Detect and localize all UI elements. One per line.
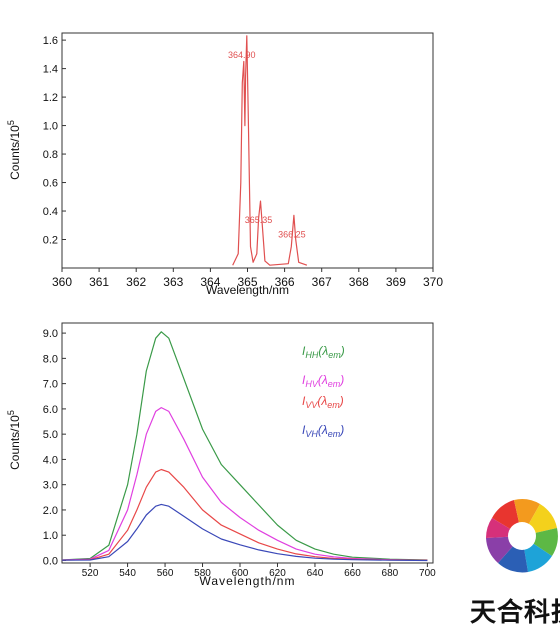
legend-entry: IVV(λem) bbox=[302, 394, 344, 410]
x-tick-label: 540 bbox=[119, 568, 136, 579]
y-tick-label: 0.8 bbox=[43, 149, 58, 161]
y-tick-label: 7.0 bbox=[43, 379, 58, 391]
legend-entry: IVH(λem) bbox=[302, 423, 344, 439]
plot-frame bbox=[61, 322, 434, 564]
series-line bbox=[61, 503, 428, 562]
x-tick-label: 362 bbox=[126, 275, 146, 289]
x-tick-label: 363 bbox=[163, 275, 183, 289]
x-tick-label: 364 bbox=[200, 275, 220, 289]
y-tick-label: 1.4 bbox=[43, 64, 58, 76]
y-tick-label: 1.6 bbox=[43, 35, 58, 47]
x-tick-label: 680 bbox=[382, 568, 399, 579]
y-axis-label: Counts/105 bbox=[6, 120, 22, 180]
y-tick-label: 1.0 bbox=[43, 121, 58, 133]
x-tick-label: 369 bbox=[386, 275, 406, 289]
y-tick-label: 0.6 bbox=[43, 178, 58, 190]
x-tick-label: 640 bbox=[307, 568, 324, 579]
x-tick-label: 367 bbox=[312, 275, 332, 289]
x-tick-label: 360 bbox=[52, 275, 72, 289]
x-axis-label: Wavelength/nm bbox=[200, 574, 296, 588]
y-tick-label: 2.0 bbox=[43, 505, 58, 517]
y-tick-label: 9.0 bbox=[43, 328, 58, 340]
x-tick-label: 368 bbox=[349, 275, 369, 289]
peak-label: 366.25 bbox=[278, 229, 306, 239]
y-tick-label: 3.0 bbox=[43, 480, 58, 492]
chart-2: 0.0 1.0 2.0 3.0 4.0 5.0 6.0 7.0 8.0 9.0 520 540 560 5… bbox=[6, 322, 436, 588]
legend-entry: IHV(λem) bbox=[302, 373, 344, 389]
logo-text: 天合科技 bbox=[470, 598, 560, 628]
x-tick-label: 361 bbox=[89, 275, 109, 289]
series-line bbox=[232, 35, 308, 266]
y-tick-label: 0.0 bbox=[43, 555, 58, 567]
y-tick-label: 5.0 bbox=[43, 429, 58, 441]
x-tick-label: 370 bbox=[423, 275, 443, 289]
chart-1: 0.2 0.4 0.6 0.8 1.0 1.2 1.4 1.6 360 361 362 363 364 3… bbox=[6, 32, 443, 297]
y-axis-label: Counts/105 bbox=[6, 410, 22, 470]
y-tick-label: 4.0 bbox=[43, 454, 58, 466]
x-tick-label: 560 bbox=[157, 568, 174, 579]
y-tick-label: 6.0 bbox=[43, 404, 58, 416]
x-tick-label: 700 bbox=[419, 568, 436, 579]
peak-label: 364.90 bbox=[228, 50, 256, 60]
peak-label: 365.35 bbox=[245, 215, 273, 225]
y-tick-label: 1.0 bbox=[43, 530, 58, 542]
x-tick-label: 520 bbox=[82, 568, 99, 579]
x-axis-label: Wavelength/nm bbox=[206, 283, 289, 297]
y-tick-label: 0.4 bbox=[43, 206, 58, 218]
series-line bbox=[61, 468, 428, 561]
x-tick-label: 365 bbox=[237, 275, 257, 289]
legend-entry: IHH(λem) bbox=[302, 344, 345, 360]
x-tick-label: 620 bbox=[269, 568, 286, 579]
y-tick-label: 0.2 bbox=[43, 235, 58, 247]
x-tick-label: 366 bbox=[275, 275, 295, 289]
y-tick-label: 1.2 bbox=[43, 92, 58, 104]
logo: 天合科技 bbox=[470, 488, 560, 630]
series-line bbox=[61, 407, 428, 561]
x-tick-label: 580 bbox=[194, 568, 211, 579]
logo-swirl-icon bbox=[485, 499, 558, 573]
y-tick-label: 8.0 bbox=[43, 353, 58, 365]
series-line bbox=[61, 331, 428, 561]
x-tick-label: 660 bbox=[344, 568, 361, 579]
x-tick-label: 600 bbox=[232, 568, 249, 579]
